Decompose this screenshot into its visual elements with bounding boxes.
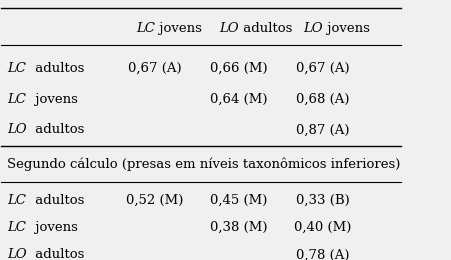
Text: 0,45 (M): 0,45 (M) [210, 194, 267, 207]
Text: 0,87 (A): 0,87 (A) [296, 123, 350, 136]
Text: 0,40 (M): 0,40 (M) [294, 221, 351, 234]
Text: adultos: adultos [31, 194, 84, 207]
Text: LC: LC [7, 221, 26, 234]
Text: jovens: jovens [31, 93, 78, 106]
Text: adultos: adultos [31, 62, 84, 75]
Text: 0,38 (M): 0,38 (M) [210, 221, 267, 234]
Text: 0,52 (M): 0,52 (M) [126, 194, 184, 207]
Text: 0,68 (A): 0,68 (A) [296, 93, 350, 106]
Text: 0,78 (A): 0,78 (A) [296, 248, 350, 260]
Text: jovens: jovens [155, 22, 202, 35]
Text: jovens: jovens [322, 22, 369, 35]
Text: Segundo cálculo (presas em níveis taxonômicos inferiores): Segundo cálculo (presas em níveis taxonô… [7, 157, 401, 171]
Text: adultos: adultos [31, 248, 84, 260]
Text: 0,66 (M): 0,66 (M) [210, 62, 268, 75]
Text: 0,33 (B): 0,33 (B) [296, 194, 350, 207]
Text: LO: LO [7, 248, 27, 260]
Text: adultos: adultos [31, 123, 84, 136]
Text: LO: LO [7, 123, 27, 136]
Text: jovens: jovens [31, 221, 78, 234]
Text: LC: LC [7, 62, 26, 75]
Text: LO: LO [303, 22, 322, 35]
Text: LO: LO [219, 22, 239, 35]
Text: 0,67 (A): 0,67 (A) [296, 62, 350, 75]
Text: LC: LC [7, 93, 26, 106]
Text: adultos: adultos [239, 22, 292, 35]
Text: 0,67 (A): 0,67 (A) [128, 62, 182, 75]
Text: LC: LC [7, 194, 26, 207]
Text: LC: LC [136, 22, 155, 35]
Text: 0,64 (M): 0,64 (M) [210, 93, 267, 106]
